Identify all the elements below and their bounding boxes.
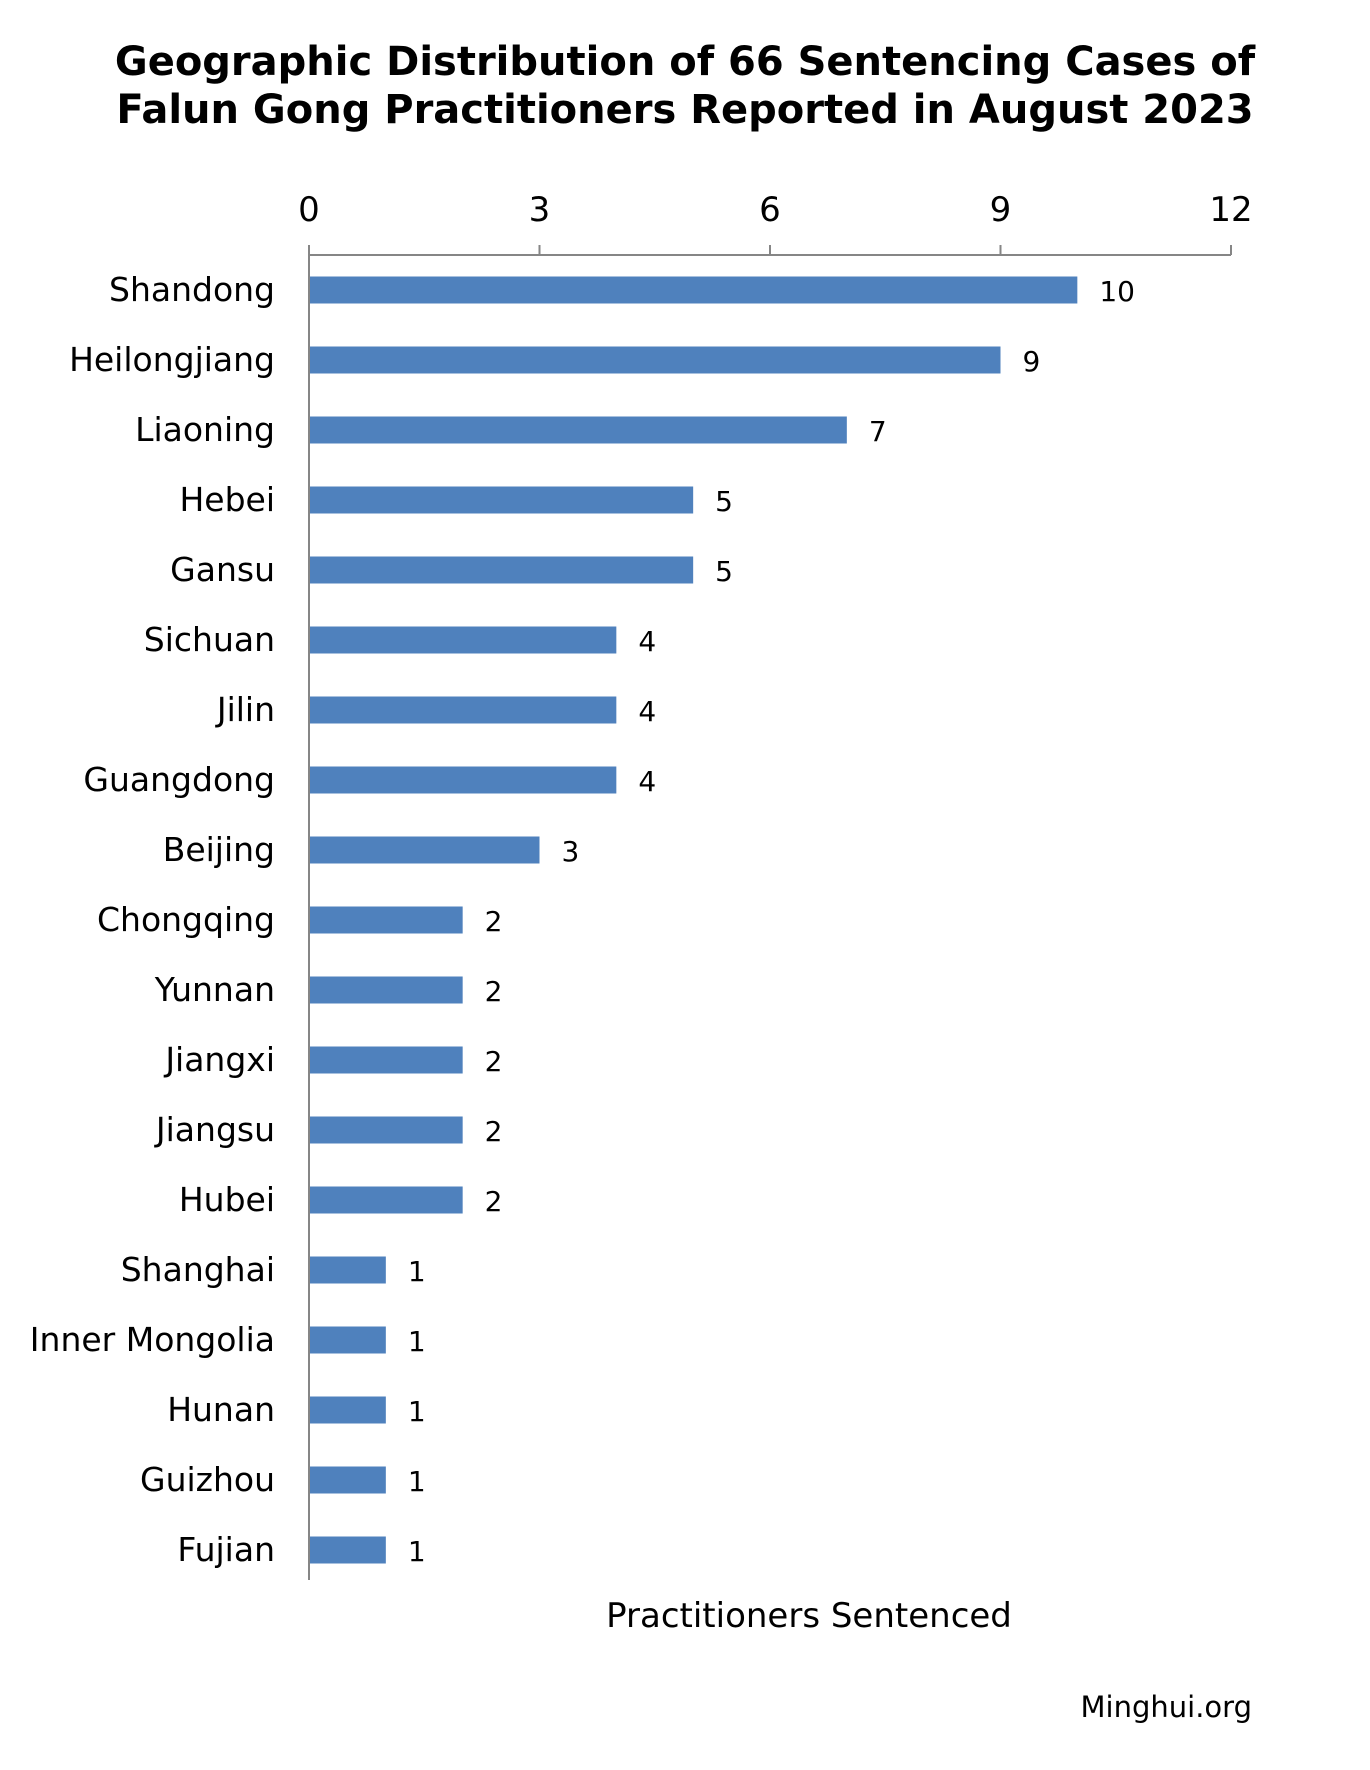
bar bbox=[310, 766, 617, 794]
bar bbox=[310, 1536, 386, 1564]
data-label: 2 bbox=[485, 905, 503, 938]
category-label: Liaoning bbox=[135, 410, 275, 449]
bar bbox=[310, 626, 617, 654]
bar bbox=[310, 486, 694, 514]
x-tick-label: 3 bbox=[529, 190, 551, 230]
data-label: 4 bbox=[638, 625, 656, 658]
bar bbox=[310, 976, 463, 1004]
data-label: 2 bbox=[485, 975, 503, 1008]
data-label: 10 bbox=[1099, 275, 1135, 308]
bar bbox=[310, 836, 540, 864]
x-axis-title: Practitioners Sentenced bbox=[606, 1596, 1012, 1636]
category-label: Gansu bbox=[170, 550, 275, 589]
data-label: 2 bbox=[485, 1185, 503, 1218]
category-label: Inner Mongolia bbox=[30, 1320, 275, 1359]
bar bbox=[310, 1116, 463, 1144]
category-label: Guangdong bbox=[83, 760, 275, 799]
category-label: Guizhou bbox=[140, 1460, 275, 1499]
category-label: Yunnan bbox=[154, 970, 275, 1009]
data-label: 1 bbox=[408, 1255, 426, 1288]
x-tick-label: 6 bbox=[759, 190, 781, 230]
category-label: Chongqing bbox=[97, 900, 275, 939]
category-label: Hubei bbox=[179, 1180, 275, 1219]
category-label: Hunan bbox=[167, 1390, 275, 1429]
bar bbox=[310, 1186, 463, 1214]
category-label: Hebei bbox=[179, 480, 275, 519]
chart-title-line-2: Falun Gong Practitioners Reported in Aug… bbox=[116, 87, 1254, 133]
bars-layer bbox=[310, 276, 1078, 1564]
category-label: Shandong bbox=[109, 270, 275, 309]
data-label: 7 bbox=[869, 415, 887, 448]
category-label: Jiangsu bbox=[154, 1110, 275, 1149]
source-credit: Minghui.org bbox=[1080, 1690, 1252, 1724]
bar bbox=[310, 1046, 463, 1074]
category-label: Beijing bbox=[163, 830, 275, 869]
data-label: 5 bbox=[715, 485, 733, 518]
x-tick-label: 0 bbox=[298, 190, 320, 230]
category-label: Fujian bbox=[177, 1530, 275, 1569]
bar bbox=[310, 1256, 386, 1284]
category-label: Sichuan bbox=[144, 620, 275, 659]
category-label: Jiangxi bbox=[163, 1040, 275, 1079]
bar bbox=[310, 1396, 386, 1424]
category-label: Jilin bbox=[215, 690, 275, 729]
bar bbox=[310, 416, 847, 444]
axis-layer bbox=[308, 245, 1232, 1580]
category-label: Shanghai bbox=[121, 1250, 275, 1289]
data-label: 9 bbox=[1023, 345, 1041, 378]
bar bbox=[310, 276, 1078, 304]
x-tick-label: 12 bbox=[1209, 190, 1252, 230]
data-label: 1 bbox=[408, 1535, 426, 1568]
data-label: 4 bbox=[638, 695, 656, 728]
category-label: Heilongjiang bbox=[69, 340, 275, 379]
chart-title-line-1: Geographic Distribution of 66 Sentencing… bbox=[114, 39, 1256, 85]
data-label: 1 bbox=[408, 1465, 426, 1498]
bar bbox=[310, 1466, 386, 1494]
x-tick-label: 9 bbox=[990, 190, 1012, 230]
bar bbox=[310, 556, 694, 584]
bar bbox=[310, 906, 463, 934]
bar bbox=[310, 346, 1001, 374]
data-label: 1 bbox=[408, 1325, 426, 1358]
data-label: 5 bbox=[715, 555, 733, 588]
chart-title: Geographic Distribution of 66 Sentencing… bbox=[0, 38, 1370, 134]
data-label: 4 bbox=[638, 765, 656, 798]
bar bbox=[310, 1326, 386, 1354]
data-label: 2 bbox=[485, 1115, 503, 1148]
data-label: 3 bbox=[562, 835, 580, 868]
bar bbox=[310, 696, 617, 724]
data-label: 1 bbox=[408, 1395, 426, 1428]
data-label: 2 bbox=[485, 1045, 503, 1078]
